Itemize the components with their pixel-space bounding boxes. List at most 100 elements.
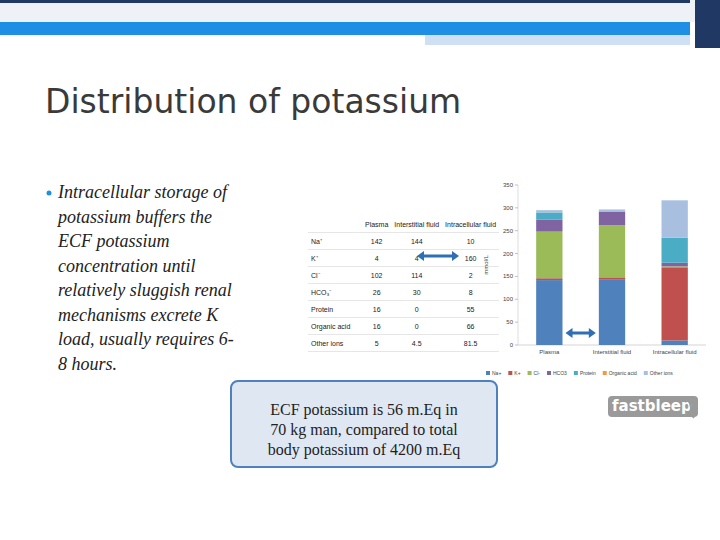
bar-segment [536,280,562,345]
table-cell: 142 [362,233,391,250]
bullet-line: load, usually requires 6- [58,327,308,352]
bar-segment [662,238,688,263]
table-header-cell: Intracellular fluid [442,216,499,233]
bullet-line: ECF potassium [58,229,308,254]
table-cell: 4.5 [391,335,442,352]
legend-label: Protein [580,370,596,376]
bar-segment [662,267,688,340]
y-tick [515,207,518,208]
table-cell: 114 [391,267,442,284]
bar-segment [599,277,625,279]
y-tick [515,299,518,300]
bullet-line: relatively sluggish renal [58,278,308,303]
bar-segment [662,200,688,237]
x-tick-label: Interstitial fluid [593,349,631,355]
y-tick-label: 100 [503,296,514,302]
double-arrow [416,250,460,262]
legend-label: HCO3 [553,370,567,376]
arrow-head [452,251,459,261]
y-axis-label: mmol/L [483,255,489,275]
table-header-cell [308,216,362,233]
bar-segment [536,278,562,280]
table-header-cell: Plasma [362,216,391,233]
watermark-arcs [686,396,700,420]
legend-swatch [603,371,607,375]
bar-segment [662,263,688,267]
arrow-head [589,328,596,338]
header-corner [695,0,720,48]
table-cell: Cl⁻ [308,267,362,284]
y-tick-label: 200 [503,251,514,257]
y-tick [515,253,518,254]
bullet-line: 8 hours. [58,352,308,377]
table-row: Other ions54.581.5 [308,335,499,352]
table-cell: 30 [391,284,442,301]
legend-label: Na+ [492,370,501,376]
y-tick-label: 50 [506,319,513,325]
y-tick [515,345,518,346]
table-cell: 0 [391,301,442,318]
table-cell: Protein [308,301,362,318]
bar-segment [536,210,562,212]
table-cell: Na⁺ [308,233,362,250]
chart: mmol/L 0 50 100 150 200 250 300 350 Plasma Interst… [478,175,718,390]
watermark: fastbleep [608,396,698,417]
table-cell: 4 [362,250,391,267]
legend-swatch [528,371,532,375]
table-cell: Other ions [308,335,362,352]
table-cell: 144 [391,233,442,250]
table-cell: 55 [442,301,499,318]
bar-segment [662,340,688,345]
bullet-line: mechanisms excrete K [58,303,308,328]
electrolyte-table: PlasmaInterstitial fluidIntracellular fl… [308,216,499,352]
x-tick-label: Plasma [539,349,560,355]
bar-segment [599,209,625,211]
header-top-line [0,0,690,3]
legend: Na+K+Cl-HCO3ProteinOrganic acidOther ion… [486,370,673,376]
table-cell: K⁺ [308,250,362,267]
x-tick-label: Intracellular fluid [653,349,697,355]
callout-line: body potassium of 4200 m.Eq [232,440,496,460]
y-tick-label: 250 [503,228,514,234]
table-row: Na⁺14214410 [308,233,499,250]
table-cell: HCO₃⁻ [308,284,362,301]
bar-segment [599,225,625,277]
legend-swatch [547,371,551,375]
table-cell: 81.5 [442,335,499,352]
header-light [425,35,690,45]
bar-segment [536,232,562,279]
y-tick-label: 350 [503,182,514,188]
table-cell: 160 [442,250,499,267]
y-tick [515,230,518,231]
arrow-shaft [570,332,590,335]
table-cell: 0 [391,318,442,335]
callout-line: 70 kg man, compared to total [232,420,496,440]
legend-swatch [508,371,512,375]
table-row: HCO₃⁻26308 [308,284,499,301]
header-blue [0,22,690,35]
legend-swatch [486,371,490,375]
y-tick [515,276,518,277]
y-tick [515,185,518,186]
table-cell: 2 [442,267,499,284]
bar-segment [536,212,562,219]
legend-label: Cl- [534,370,541,376]
table-cell: 66 [442,318,499,335]
legend-label: Organic acid [609,370,637,376]
bar-segment [599,212,625,226]
table-header-cell: Interstitial fluid [391,216,442,233]
legend-swatch [574,371,578,375]
table-cell: 10 [442,233,499,250]
y-tick-label: 0 [510,342,514,348]
y-tick-label: 150 [503,273,514,279]
arrow-head [565,328,572,338]
legend-label: Other ions [650,370,674,376]
y-tick-label: 300 [503,205,514,211]
table-cell: 102 [362,267,391,284]
table-row: Cl⁻1021142 [308,267,499,284]
arrow-head [417,251,424,261]
bar-segment [599,279,625,345]
bullet-line: Intracellular storage of [58,180,308,205]
bullet-line: potassium buffers the [58,205,308,230]
bullet-line: concentration until [58,254,308,279]
